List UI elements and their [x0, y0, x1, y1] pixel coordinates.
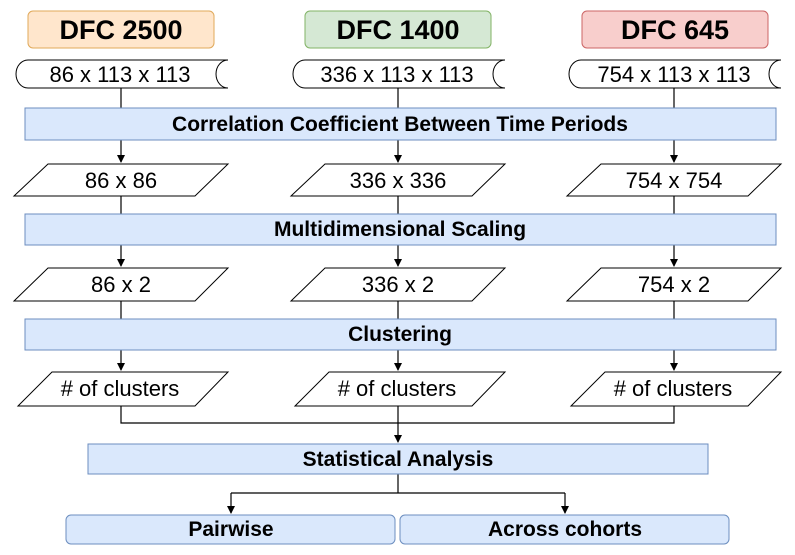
mds-outputs: 86 x 2 336 x 2 754 x 2	[14, 268, 781, 301]
mds-dims-dfc-1400: 336 x 2	[362, 272, 434, 297]
input-dims-dfc-2500: 86 x 113 x 113	[49, 62, 190, 87]
header-label-dfc-1400: DFC 1400	[336, 15, 459, 45]
mds-dims-dfc-2500: 86 x 2	[91, 272, 151, 297]
header-label-dfc-2500: DFC 2500	[59, 15, 182, 45]
mds-step-label: Multidimensional Scaling	[274, 218, 526, 241]
correlation-step-label: Correlation Coefficient Between Time Per…	[172, 113, 628, 136]
cluster-outputs: # of clusters # of clusters # of cluster…	[18, 372, 781, 406]
corr-dims-dfc-2500: 86 x 86	[85, 168, 157, 193]
clusters-label-dfc-2500: # of clusters	[61, 376, 180, 401]
corr-dims-dfc-645: 754 x 754	[626, 168, 723, 193]
input-shapes: 86 x 113 x 113 336 x 113 x 113 754 x 113…	[16, 60, 781, 88]
pairwise-label: Pairwise	[188, 518, 273, 541]
column-headers: DFC 2500 DFC 1400 DFC 645	[28, 11, 768, 48]
mds-dims-dfc-645: 754 x 2	[638, 272, 710, 297]
clusters-label-dfc-645: # of clusters	[614, 376, 733, 401]
input-dims-dfc-645: 754 x 113 x 113	[597, 62, 750, 87]
clustering-step-label: Clustering	[348, 323, 452, 346]
header-label-dfc-645: DFC 645	[621, 15, 729, 45]
across-cohorts-label: Across cohorts	[488, 518, 642, 541]
input-dims-dfc-1400: 336 x 113 x 113	[320, 62, 473, 87]
statistics-step-label: Statistical Analysis	[303, 448, 494, 471]
correlation-outputs: 86 x 86 336 x 336 754 x 754	[14, 164, 781, 196]
clusters-label-dfc-1400: # of clusters	[338, 376, 457, 401]
corr-dims-dfc-1400: 336 x 336	[350, 168, 447, 193]
